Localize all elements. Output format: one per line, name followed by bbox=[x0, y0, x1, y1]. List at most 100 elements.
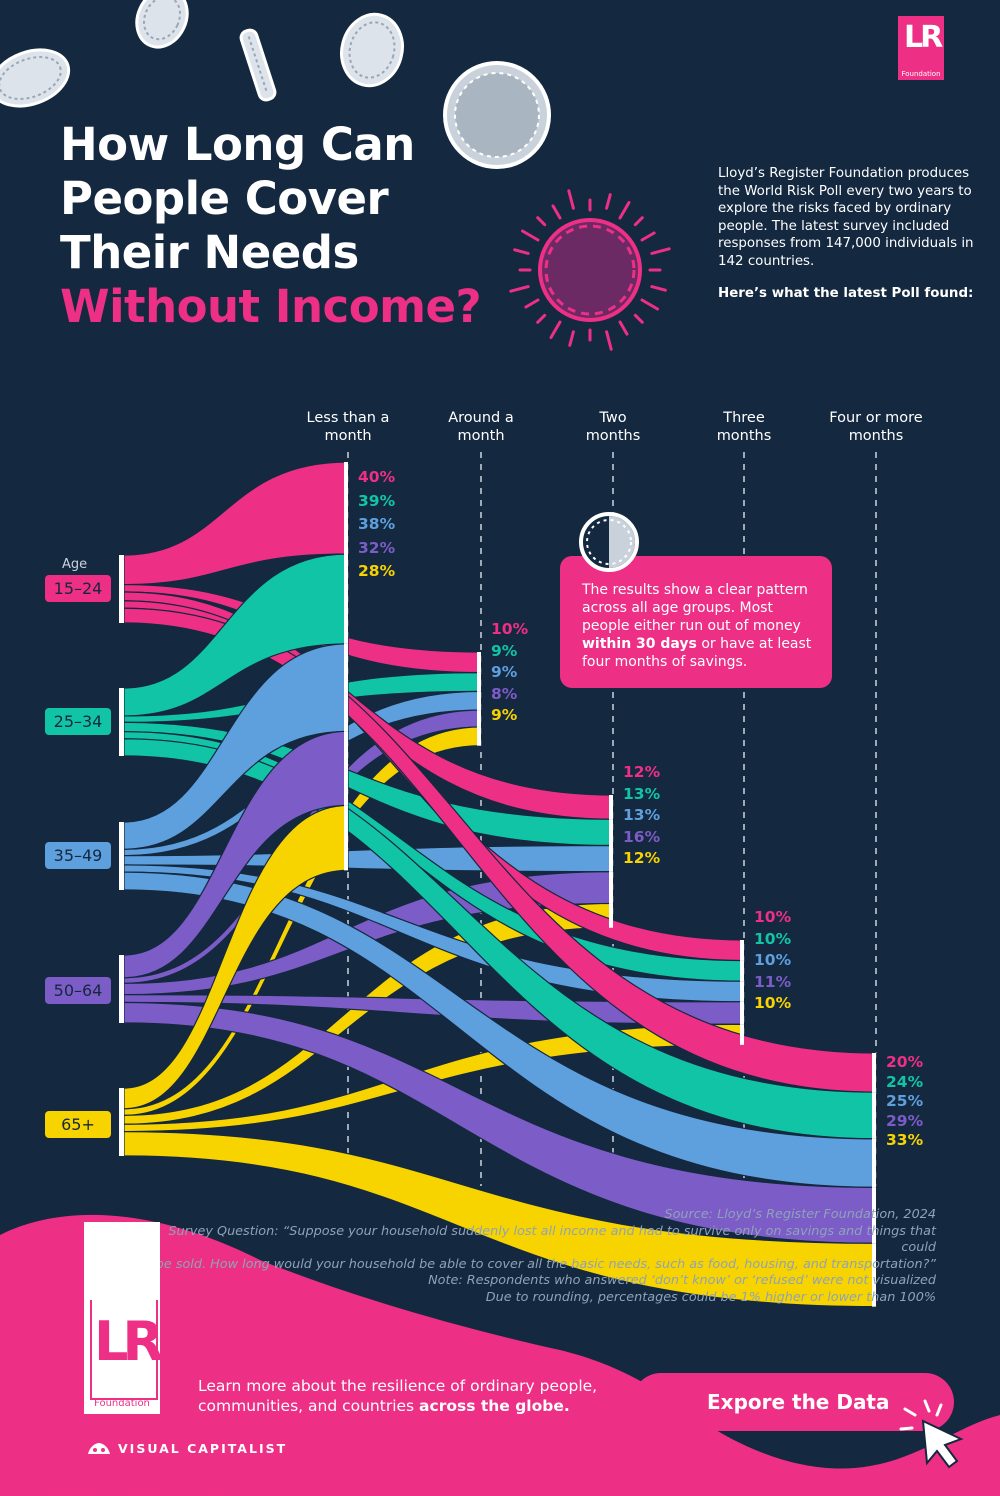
category-bar bbox=[872, 1187, 876, 1244]
sun-ray bbox=[521, 229, 540, 242]
page-title: How Long Can People Cover Their Needs Wi… bbox=[60, 118, 482, 334]
half-moon-icon bbox=[579, 512, 639, 572]
coin-icon bbox=[135, 0, 189, 49]
age-source-bar bbox=[119, 688, 124, 756]
callout-text-part: The results show a clear pattern across … bbox=[582, 582, 808, 634]
age-source-bar bbox=[119, 822, 124, 890]
percent-label: 11% bbox=[754, 972, 792, 991]
age-group-label: 50–64 bbox=[45, 977, 111, 1004]
percent-label: 39% bbox=[358, 491, 396, 510]
percent-label: 20% bbox=[886, 1053, 924, 1071]
logo-mark: LR bbox=[904, 20, 943, 55]
sun-ray bbox=[524, 298, 540, 309]
source-notes: Source: Lloyd’s Register Foundation, 202… bbox=[130, 1207, 936, 1306]
callout-box: The results show a clear pattern across … bbox=[560, 556, 832, 688]
category-bar bbox=[872, 1138, 876, 1188]
percent-label: 9% bbox=[491, 663, 518, 681]
column-header-line: month bbox=[324, 428, 372, 444]
category-bar bbox=[344, 731, 348, 806]
sun-ray bbox=[650, 247, 671, 255]
percent-label: 16% bbox=[623, 827, 661, 846]
percent-label: 10% bbox=[754, 908, 792, 926]
column-header: Two months bbox=[548, 409, 678, 445]
category-bar bbox=[344, 554, 348, 644]
logo-mark: LR bbox=[94, 1310, 164, 1373]
sun-ray bbox=[567, 189, 575, 210]
category-bar bbox=[477, 652, 481, 673]
percent-label: 38% bbox=[358, 515, 396, 533]
survey-question-line: be sold. How long would your household b… bbox=[155, 1256, 936, 1272]
cursor-click-icon bbox=[899, 1399, 964, 1469]
percent-label: 28% bbox=[358, 562, 396, 580]
sun-ray bbox=[650, 285, 667, 292]
intro-text: Lloyd’s Register Foundation produces the… bbox=[718, 165, 980, 302]
title-line-3: Their Needs bbox=[60, 226, 359, 279]
learn-more-bold: across the globe. bbox=[419, 1397, 570, 1415]
sun-ray bbox=[618, 320, 629, 336]
age-group-label: 65+ bbox=[45, 1111, 111, 1138]
category-bar bbox=[609, 903, 613, 928]
percent-label: 29% bbox=[886, 1111, 924, 1130]
category-bar bbox=[872, 1092, 876, 1139]
sun-ray bbox=[640, 298, 659, 311]
column-header-line: Less than a bbox=[306, 410, 390, 426]
sun-ray bbox=[633, 313, 644, 324]
column-header-line: Three bbox=[723, 410, 765, 426]
percent-label: 10% bbox=[754, 929, 792, 948]
category-bar bbox=[609, 871, 613, 904]
publisher-name: VISUAL CAPITALIST bbox=[118, 1441, 288, 1456]
sun-ray bbox=[513, 248, 530, 255]
title-line-1: How Long Can bbox=[60, 118, 415, 171]
category-bar bbox=[872, 1053, 876, 1093]
category-bar bbox=[609, 845, 613, 872]
explore-data-button[interactable]: Expore the Data bbox=[632, 1373, 954, 1431]
column-header-line: Four or more bbox=[829, 410, 923, 426]
logo-subtitle: Foundation bbox=[94, 1398, 150, 1409]
category-bar bbox=[740, 981, 744, 1002]
sun-ray bbox=[568, 330, 575, 347]
category-bar bbox=[740, 940, 744, 961]
percent-label: 24% bbox=[886, 1072, 924, 1091]
sun-ray bbox=[509, 285, 530, 293]
category-bar bbox=[609, 795, 613, 820]
category-bar bbox=[477, 710, 481, 727]
age-group-label: 15–24 bbox=[45, 575, 111, 602]
column-header-line: months bbox=[848, 428, 904, 444]
coin-icon bbox=[340, 12, 404, 88]
intro-paragraph: Lloyd’s Register Foundation produces the… bbox=[718, 166, 974, 269]
percent-label: 13% bbox=[623, 784, 661, 803]
percent-label: 33% bbox=[886, 1131, 924, 1149]
column-header-line: months bbox=[716, 428, 772, 444]
column-header: Three months bbox=[679, 409, 809, 445]
percent-label: 12% bbox=[623, 849, 661, 867]
category-bar bbox=[609, 819, 613, 846]
category-bar bbox=[344, 805, 348, 871]
survey-question-line: Survey Question: “Suppose your household… bbox=[168, 1223, 936, 1256]
lr-foundation-logo-large[interactable]: LR Foundation bbox=[84, 1222, 164, 1414]
age-source-bar bbox=[119, 1088, 124, 1156]
sun-ray bbox=[633, 216, 644, 227]
sun-ray bbox=[536, 313, 547, 324]
callout-text-bold: within 30 days bbox=[582, 636, 697, 652]
lr-foundation-logo[interactable]: LR Foundation bbox=[898, 16, 944, 80]
category-bar bbox=[740, 960, 744, 982]
column-header-line: month bbox=[457, 428, 505, 444]
visual-capitalist-icon bbox=[88, 1443, 110, 1454]
logo-subtitle: Foundation bbox=[901, 70, 941, 78]
sun-ray bbox=[551, 204, 562, 220]
sun-ray bbox=[618, 201, 631, 220]
percent-label: 25% bbox=[886, 1092, 924, 1110]
callout-text-part: or have at least four months of savings. bbox=[582, 636, 812, 670]
title-line-2: People Cover bbox=[60, 172, 389, 225]
title-line-4: Without Income? bbox=[60, 280, 482, 333]
percent-label: 8% bbox=[491, 684, 518, 703]
coin-icon bbox=[443, 61, 551, 169]
column-header: Around a month bbox=[416, 409, 546, 445]
category-bar bbox=[477, 726, 481, 746]
percent-label: 40% bbox=[358, 468, 396, 486]
category-bar bbox=[740, 1024, 744, 1045]
percent-label: 13% bbox=[623, 806, 661, 824]
column-header-line: months bbox=[585, 428, 641, 444]
sun-ray bbox=[640, 231, 656, 242]
